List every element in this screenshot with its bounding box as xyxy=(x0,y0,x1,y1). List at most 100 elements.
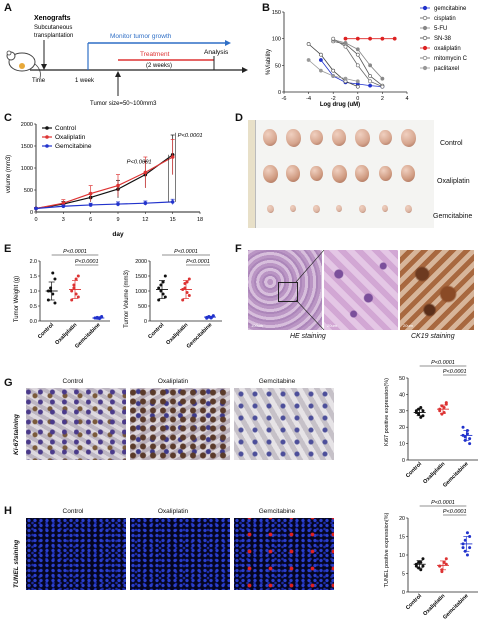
tumor-sample xyxy=(312,204,320,213)
dot-ytick-label: 1.5 xyxy=(30,274,37,280)
b-point xyxy=(380,76,385,81)
dot-ytick-label: 0 xyxy=(402,458,405,464)
b-xtick-label: -4 xyxy=(306,96,311,102)
dot-ytick-label: 0.0 xyxy=(30,319,37,325)
ck19-staining-label: CK19 staining xyxy=(411,333,455,340)
c-point xyxy=(61,201,66,205)
b-ytick-label: 50 xyxy=(275,63,281,69)
dot-ytick-label: 10 xyxy=(399,553,405,559)
c-xtick-label: 6 xyxy=(89,217,92,223)
c-line-1 xyxy=(35,156,173,210)
tumor-sample xyxy=(266,204,274,213)
dot-ytick-label: 1500 xyxy=(135,274,147,280)
dot-point xyxy=(419,406,423,410)
dot-point xyxy=(419,415,423,419)
panel-a-schematic: Xenografts Subcutaneous transplantation … xyxy=(6,15,248,107)
dot-point xyxy=(465,553,469,557)
dot-point xyxy=(163,295,167,299)
c-xtick-label: 15 xyxy=(170,217,176,223)
he-scalebar-1: 100um xyxy=(251,323,264,328)
monitor-head xyxy=(225,40,231,46)
c-xtick-label: 3 xyxy=(62,217,65,223)
dot-ytick-label: 500 xyxy=(138,304,147,310)
b-point xyxy=(368,83,373,88)
dot-ytick-label: 1000 xyxy=(135,289,147,295)
c-point xyxy=(143,201,148,205)
c-point xyxy=(34,206,38,211)
b-xtick-label: 0 xyxy=(356,96,359,102)
c-point xyxy=(61,204,66,209)
panel-c-growth-chart: volume (mm3) day 2000 1500 1000 500 00 3 6 9 12 1… xyxy=(6,122,203,238)
dot-point xyxy=(421,409,425,413)
dot-ytick-label: 0 xyxy=(144,319,147,325)
h-ylabel: TUNEL positive expression(%) xyxy=(384,512,390,587)
dot-point xyxy=(440,570,444,574)
mouse-icon xyxy=(6,50,41,79)
dot-point xyxy=(465,432,469,436)
c-point xyxy=(116,202,120,206)
c-ytick-label: 2000 xyxy=(21,122,33,128)
b-point xyxy=(392,36,397,41)
b-legend-label: SN-38 xyxy=(434,36,452,42)
ki67-oxaliplatin-image xyxy=(130,388,230,460)
panel-label-a: A xyxy=(4,2,12,14)
dot-point xyxy=(421,564,425,568)
c-xlabel: day xyxy=(112,231,124,238)
d-label-oxaliplatin: Oxaliplatin xyxy=(437,178,470,185)
tumor-sample xyxy=(309,165,323,182)
b-legend-label: paclitaxel xyxy=(434,66,459,72)
h-title-gemcitabine: Gemcitabine xyxy=(258,508,296,515)
c-xtick-label: 9 xyxy=(116,217,119,223)
b-curve-3 xyxy=(308,43,358,88)
dot-point xyxy=(421,414,425,418)
dot-point xyxy=(187,294,191,297)
dot-bracket-pvalue: P<0.0001 xyxy=(431,360,455,366)
tumor-sample xyxy=(404,204,412,213)
h-vertical-label: TUNEL staining xyxy=(13,539,20,588)
time-label: Time xyxy=(32,78,46,84)
b-curve-2 xyxy=(333,39,383,79)
b-xtick-label: -2 xyxy=(331,96,336,102)
dot-point xyxy=(185,280,189,284)
dot-point xyxy=(468,437,472,441)
b-point xyxy=(343,41,348,45)
dot-point xyxy=(185,291,189,294)
b-legend-marker xyxy=(422,35,428,41)
c-point xyxy=(88,191,93,196)
dot-ytick-label: 50 xyxy=(399,376,405,382)
dot-point xyxy=(76,274,80,278)
c-pvalue-2: P<0.0001 xyxy=(178,133,203,139)
he-high-mag-image: 20um xyxy=(324,250,398,330)
he-low-mag-image: 100um xyxy=(248,250,322,330)
dot-ytick-label: 20 xyxy=(399,516,405,522)
treatment-sub: (2 weeks) xyxy=(146,63,172,69)
b-ytick-label: 150 xyxy=(272,10,281,16)
dot-ytick-label: 40 xyxy=(399,392,405,398)
panel-g-ki67-chart: Ki67 positive expression(%) 50 40 30 20 10 0C… xyxy=(384,360,478,489)
tumor-sample xyxy=(332,129,346,146)
dot-ytick-label: 15 xyxy=(399,535,405,541)
g-title-gemcitabine: Gemcitabine xyxy=(258,378,296,385)
dot-point xyxy=(438,409,442,413)
tumor-size-arrow-head xyxy=(115,71,121,77)
dot-bracket-pvalue: P<0.0001 xyxy=(75,259,99,265)
c-pvalue-1: P<0.0001 xyxy=(127,160,152,166)
dot-point xyxy=(444,557,448,561)
dot-point xyxy=(442,560,446,564)
b-point xyxy=(331,36,336,41)
panel-label-h: H xyxy=(4,505,12,517)
tumor-sample xyxy=(358,204,366,213)
b-curve-0 xyxy=(320,59,383,88)
b-point xyxy=(343,44,348,49)
h-title-control: Control xyxy=(62,508,84,515)
d-label-control: Control xyxy=(440,140,463,147)
tumor-sample xyxy=(382,205,388,213)
tunel-oxaliplatin-image xyxy=(130,518,230,590)
b-point xyxy=(355,84,360,89)
c-point xyxy=(170,200,175,204)
b-point xyxy=(355,79,360,84)
dot-ytick-label: 2.0 xyxy=(30,259,37,265)
dot-point xyxy=(70,289,74,293)
tumor-sample xyxy=(378,129,392,146)
g-title-oxaliplatin: Oxaliplatin xyxy=(157,378,189,385)
